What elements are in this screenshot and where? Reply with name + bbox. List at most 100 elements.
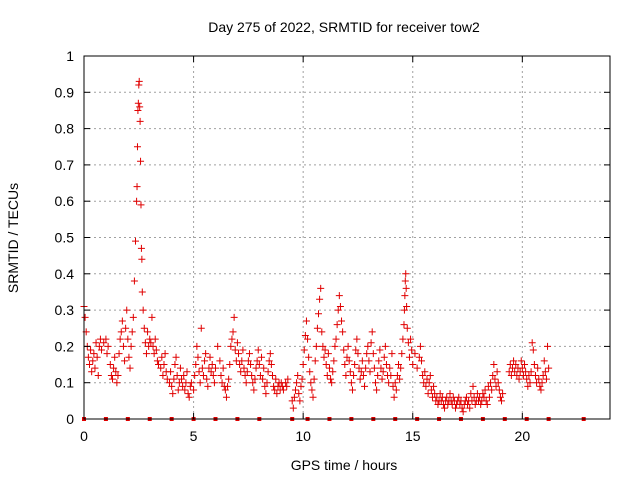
data-point: [167, 368, 175, 376]
data-point: [263, 379, 271, 387]
data-point: [160, 361, 168, 369]
data-point: [389, 382, 397, 390]
data-point: [295, 390, 303, 398]
data-point: [392, 386, 400, 394]
data-point: [288, 397, 296, 405]
data-point: [323, 371, 331, 379]
data-point: [279, 386, 287, 394]
data-point: [298, 375, 306, 383]
data-point: [139, 306, 147, 314]
data-point: [411, 350, 419, 358]
data-point: [187, 379, 195, 387]
data-point: [496, 393, 504, 401]
data-points: [80, 77, 553, 416]
data-point: [441, 404, 449, 412]
data-point: [338, 317, 346, 325]
data-point: [104, 342, 112, 350]
data-point: [318, 328, 326, 336]
x-tick-label: 10: [295, 428, 311, 444]
data-point: [296, 397, 304, 405]
data-point: [374, 371, 382, 379]
data-point: [199, 371, 207, 379]
data-point: [133, 143, 141, 151]
data-point: [317, 284, 325, 292]
data-point: [540, 357, 548, 365]
data-point: [343, 353, 351, 361]
data-point: [150, 350, 158, 358]
data-point: [529, 346, 537, 354]
data-point: [485, 393, 493, 401]
data-point: [375, 357, 383, 365]
data-point: [356, 375, 364, 383]
data-point: [367, 339, 375, 347]
data-point: [138, 255, 146, 263]
data-point: [498, 397, 506, 405]
data-point: [359, 371, 367, 379]
data-point: [400, 306, 408, 314]
data-point: [469, 382, 477, 390]
data-point: [192, 361, 200, 369]
data-point: [324, 350, 332, 358]
axis-ticks: [83, 55, 610, 420]
data-point: [195, 368, 203, 376]
data-point: [489, 371, 497, 379]
data-point: [535, 375, 543, 383]
data-point: [268, 371, 276, 379]
y-tick-label: 0.8: [55, 121, 75, 137]
data-point: [397, 364, 405, 372]
data-point: [399, 335, 407, 343]
data-point: [149, 342, 157, 350]
data-point: [165, 379, 173, 387]
data-point: [462, 393, 470, 401]
data-point: [218, 379, 226, 387]
data-point: [354, 350, 362, 358]
data-point: [388, 350, 396, 358]
data-point: [283, 382, 291, 390]
data-point: [493, 368, 501, 376]
data-point: [144, 328, 152, 336]
data-point: [327, 375, 335, 383]
data-point: [393, 371, 401, 379]
data-point: [262, 390, 270, 398]
data-point: [121, 357, 129, 365]
data-point: [517, 357, 525, 365]
data-point: [544, 342, 552, 350]
y-tick-label: 0.9: [55, 84, 75, 100]
data-point: [361, 382, 369, 390]
data-point: [330, 357, 338, 365]
data-point: [378, 375, 386, 383]
data-point: [93, 353, 101, 361]
data-point: [210, 379, 218, 387]
data-point: [335, 292, 343, 300]
data-point: [332, 335, 340, 343]
data-point: [261, 382, 269, 390]
data-point: [284, 375, 292, 383]
data-point: [158, 353, 166, 361]
data-point: [483, 400, 491, 408]
y-tick-label: 0.5: [55, 230, 75, 246]
data-point: [531, 371, 539, 379]
data-point: [81, 313, 89, 321]
data-point: [185, 393, 193, 401]
data-point: [366, 368, 374, 376]
data-point: [402, 284, 410, 292]
data-point: [221, 386, 229, 394]
data-point: [426, 371, 434, 379]
data-point: [290, 393, 298, 401]
data-point: [416, 342, 424, 350]
data-point: [110, 364, 118, 372]
data-point: [174, 386, 182, 394]
data-point: [365, 357, 373, 365]
data-point: [495, 386, 503, 394]
data-point: [492, 382, 500, 390]
data-point: [231, 346, 239, 354]
data-point: [515, 375, 523, 383]
data-point: [181, 386, 189, 394]
data-point: [379, 368, 387, 376]
y-tick-label: 0: [66, 411, 74, 427]
data-point: [371, 379, 379, 387]
data-point: [137, 157, 145, 165]
data-point: [466, 404, 474, 412]
data-point: [513, 371, 521, 379]
data-point: [126, 364, 134, 372]
